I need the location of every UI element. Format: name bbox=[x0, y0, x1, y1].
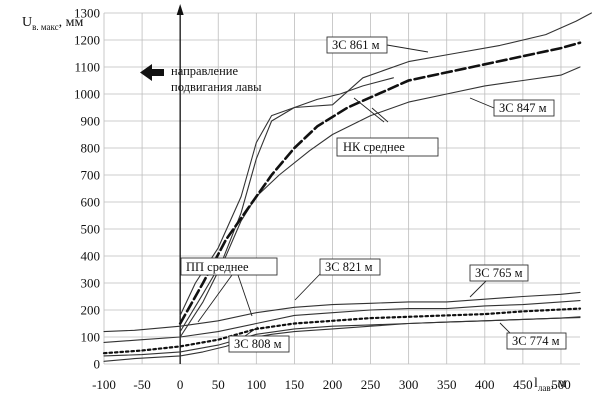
tick-labels: 0100200300400500600700800900100011001200… bbox=[74, 6, 571, 393]
svg-text:ЗС 774 м: ЗС 774 м bbox=[512, 334, 560, 348]
leader-pp-2 bbox=[237, 274, 253, 317]
svg-text:ЗС 821 м: ЗС 821 м bbox=[325, 260, 373, 274]
direction-line2: подвигания лавы bbox=[171, 80, 262, 94]
leader-nk-2 bbox=[371, 107, 389, 123]
label-zs821: ЗС 821 м bbox=[319, 258, 381, 276]
svg-text:НК среднее: НК среднее bbox=[343, 140, 405, 154]
x-tick-label: 250 bbox=[361, 377, 381, 392]
x-tick-label: 500 bbox=[551, 377, 571, 392]
x-tick-label: 100 bbox=[247, 377, 267, 392]
x-tick-label: 300 bbox=[399, 377, 419, 392]
direction-line1: направление bbox=[171, 64, 238, 78]
series-line bbox=[179, 12, 592, 333]
x-tick-label: -50 bbox=[133, 377, 150, 392]
y-axis-title: Uв. макс, мм bbox=[22, 15, 84, 32]
y-tick-label: 800 bbox=[81, 141, 101, 156]
label-zs774: ЗС 774 м bbox=[506, 332, 567, 350]
y-tick-label: 900 bbox=[81, 114, 101, 129]
x-tick-label: 200 bbox=[323, 377, 343, 392]
series-line bbox=[103, 291, 581, 333]
x-tick-label: 450 bbox=[513, 377, 533, 392]
x-tick-label: 350 bbox=[437, 377, 457, 392]
grid bbox=[103, 4, 580, 365]
leader-zs861 bbox=[386, 44, 429, 53]
x-tick-label: 400 bbox=[475, 377, 495, 392]
y-tick-label: 1300 bbox=[74, 6, 100, 21]
series-line bbox=[102, 307, 582, 355]
label-zs861: ЗС 861 м bbox=[326, 36, 388, 54]
y-tick-label: 600 bbox=[81, 195, 101, 210]
y-tick-label: 400 bbox=[81, 249, 101, 264]
label-nk: НК среднее bbox=[336, 137, 439, 157]
svg-text:ЗС 861 м: ЗС 861 м bbox=[332, 38, 380, 52]
y-tick-label: 1100 bbox=[74, 60, 100, 75]
y-tick-label: 200 bbox=[81, 303, 101, 318]
direction-annotation: направление подвигания лавы bbox=[140, 64, 262, 94]
svg-text:ЗС 847 м: ЗС 847 м bbox=[499, 101, 547, 115]
series-line bbox=[179, 77, 394, 316]
label-zs765: ЗС 765 м bbox=[469, 264, 529, 282]
label-pp: ПП среднее bbox=[180, 257, 278, 276]
series-line bbox=[178, 41, 582, 325]
x-tick-label: -100 bbox=[92, 377, 116, 392]
series-line bbox=[103, 300, 581, 343]
svg-text:ЗС 765 м: ЗС 765 м bbox=[475, 266, 523, 280]
leader-lines bbox=[197, 44, 511, 337]
svg-text:ЗС 808 м: ЗС 808 м bbox=[234, 337, 282, 351]
series-line bbox=[103, 317, 581, 362]
arrow-left-icon bbox=[140, 64, 152, 81]
y-tick-label: 1000 bbox=[74, 87, 100, 102]
y-tick-label: 700 bbox=[81, 168, 101, 183]
x-tick-label: 50 bbox=[212, 377, 225, 392]
y-axis-arrow bbox=[176, 4, 184, 15]
x-tick-label: 0 bbox=[177, 377, 184, 392]
leader-zs774 bbox=[499, 322, 511, 334]
label-zs847: ЗС 847 м bbox=[493, 99, 555, 117]
y-tick-label: 300 bbox=[81, 276, 101, 291]
leader-nk-1 bbox=[353, 97, 385, 123]
x-axis-title: lлав, м bbox=[534, 376, 567, 393]
label-zs808: ЗС 808 м bbox=[228, 335, 290, 353]
leader-zs821 bbox=[294, 271, 323, 301]
svg-text:ПП среднее: ПП среднее bbox=[186, 260, 249, 274]
leader-pp-1 bbox=[197, 274, 233, 323]
y-tick-label: 1200 bbox=[74, 33, 100, 48]
y-tick-label: 500 bbox=[81, 222, 101, 237]
leader-zs808 bbox=[244, 326, 259, 337]
y-tick-label: 0 bbox=[94, 357, 101, 372]
x-tick-label: 150 bbox=[285, 377, 305, 392]
series-line bbox=[179, 66, 581, 338]
y-tick-label: 100 bbox=[81, 330, 101, 345]
leader-zs765 bbox=[469, 280, 487, 298]
leader-zs847 bbox=[469, 97, 495, 109]
